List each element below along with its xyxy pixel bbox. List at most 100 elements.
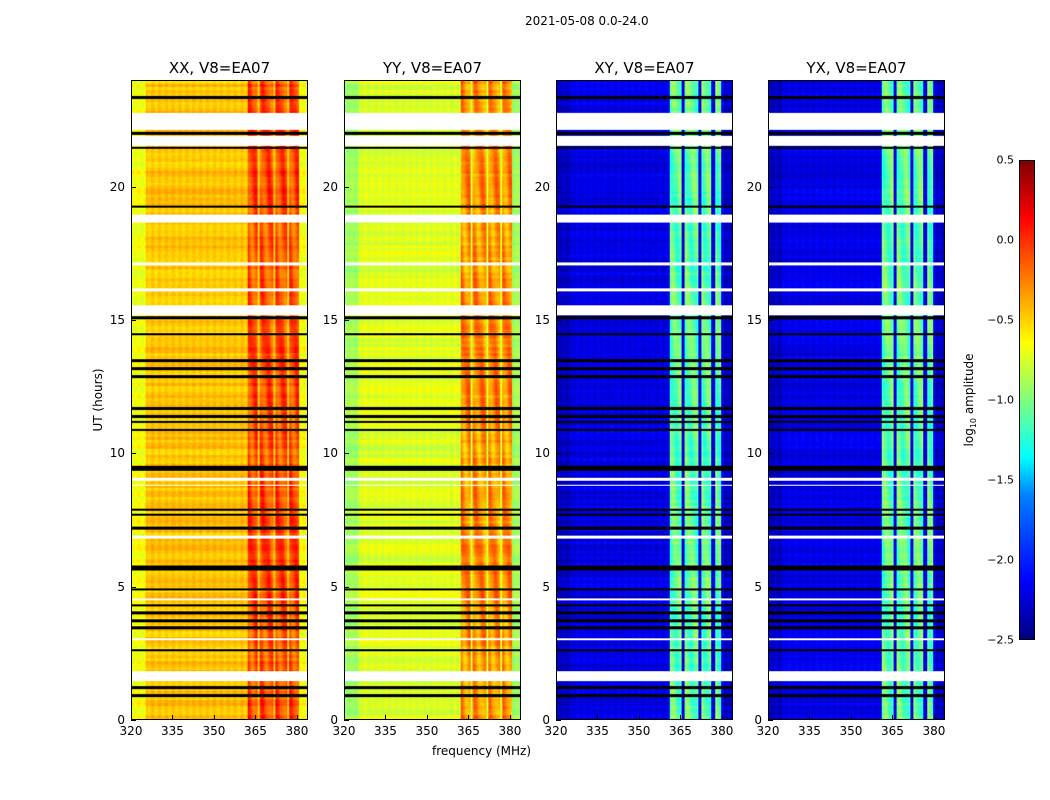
heatmap-panel-yy: [344, 80, 521, 720]
y-tick-mark: [344, 320, 349, 321]
suptitle: 2021-05-08 0.0-24.0: [525, 14, 649, 28]
x-tick-mark: [344, 715, 345, 720]
x-tick-mark: [850, 715, 852, 720]
x-tick-mark: [721, 715, 723, 720]
x-tick-mark: [385, 715, 387, 720]
colorbar-tick-label: 0.0: [996, 233, 1015, 247]
y-tick-mark: [344, 186, 349, 188]
colorbar: [1019, 160, 1035, 640]
heatmap-cells: [557, 81, 732, 719]
colorbar-tick-label: −0.5: [987, 313, 1014, 327]
heatmap-panel-yx: [768, 80, 945, 720]
heatmap-cells: [132, 81, 307, 719]
x-tick-mark: [296, 715, 298, 720]
x-tick-label: 380: [922, 724, 946, 738]
y-tick-label: 0: [542, 713, 550, 727]
y-tick-label: 0: [117, 713, 125, 727]
x-tick-label: 320: [756, 724, 780, 738]
x-tick-label: 380: [498, 724, 522, 738]
x-tick-mark: [426, 715, 428, 720]
y-tick-label: 5: [542, 579, 550, 594]
y-tick-mark: [768, 453, 773, 455]
y-tick-label: 15: [322, 313, 338, 327]
y-tick-label: 10: [322, 446, 338, 461]
x-tick-mark: [933, 715, 935, 720]
colorbar-label-sub: 10: [969, 417, 979, 429]
x-tick-mark: [638, 715, 640, 720]
panel-title: YY, V8=EA07: [382, 59, 483, 77]
y-tick-mark: [556, 586, 561, 588]
y-tick-label: 5: [330, 579, 338, 594]
x-tick-mark: [255, 715, 257, 720]
x-tick-mark: [556, 715, 557, 720]
y-tick-label: 0: [754, 713, 762, 727]
x-tick-label: 320: [544, 724, 568, 738]
x-tick-mark: [468, 715, 470, 720]
y-tick-label: 5: [117, 579, 125, 594]
x-tick-mark: [213, 715, 215, 720]
y-tick-mark: [131, 720, 136, 721]
colorbar-tick-label: −2.0: [987, 553, 1014, 567]
y-tick-mark: [768, 186, 773, 188]
colorbar-label: log10 amplitude: [962, 354, 978, 447]
y-tick-label: 0: [330, 713, 338, 727]
x-tick-label: 350: [202, 724, 226, 738]
y-tick-label: 15: [534, 313, 550, 327]
x-tick-label: 335: [798, 724, 821, 738]
x-tick-label: 320: [119, 724, 143, 738]
x-tick-label: 380: [710, 724, 734, 738]
y-tick-label: 20: [746, 179, 762, 194]
heatmap-cells: [769, 81, 944, 719]
y-tick-mark: [344, 453, 349, 455]
x-tick-mark: [597, 715, 599, 720]
x-tick-mark: [680, 715, 682, 720]
colorbar-label-main: log: [961, 428, 976, 447]
panel-title: YX, V8=EA07: [806, 59, 907, 77]
y-tick-mark: [344, 586, 349, 588]
panel-title: XY, V8=EA07: [594, 59, 695, 77]
y-tick-label: 20: [534, 179, 550, 194]
x-tick-label: 365: [881, 724, 904, 738]
x-tick-label: 320: [332, 724, 356, 738]
x-axis-label: frequency (MHz): [432, 744, 532, 758]
y-tick-mark: [768, 320, 773, 321]
x-tick-mark: [892, 715, 894, 720]
y-tick-mark: [131, 453, 136, 455]
y-axis-label: UT (hours): [91, 368, 105, 432]
heatmap-panel-xy: [556, 80, 733, 720]
y-tick-mark: [131, 320, 136, 321]
heatmap-panel-xx: [131, 80, 308, 720]
y-tick-label: 10: [746, 446, 762, 461]
y-tick-mark: [768, 586, 773, 588]
y-tick-label: 10: [109, 446, 125, 461]
y-tick-mark: [556, 320, 561, 321]
x-tick-mark: [509, 715, 511, 720]
x-tick-label: 335: [374, 724, 397, 738]
y-tick-label: 5: [754, 579, 762, 594]
y-tick-mark: [556, 186, 561, 188]
x-tick-label: 365: [244, 724, 267, 738]
y-tick-mark: [768, 720, 773, 721]
x-tick-label: 350: [839, 724, 863, 738]
x-tick-label: 350: [415, 724, 439, 738]
y-tick-mark: [344, 720, 349, 721]
x-tick-mark: [809, 715, 811, 720]
x-tick-mark: [768, 715, 769, 720]
x-tick-label: 380: [285, 724, 309, 738]
colorbar-tick-label: 0.5: [996, 153, 1015, 167]
colorbar-tick-label: −2.5: [987, 633, 1014, 647]
x-tick-mark: [172, 715, 174, 720]
y-tick-label: 20: [109, 179, 125, 194]
y-tick-label: 20: [322, 179, 338, 194]
colorbar-tick-label: −1.0: [987, 393, 1014, 407]
x-tick-label: 350: [627, 724, 651, 738]
y-tick-mark: [556, 453, 561, 455]
x-tick-label: 365: [669, 724, 692, 738]
x-tick-mark: [131, 715, 132, 720]
x-tick-label: 335: [586, 724, 609, 738]
x-tick-label: 335: [161, 724, 184, 738]
panel-title: XX, V8=EA07: [168, 59, 271, 77]
y-tick-label: 10: [534, 446, 550, 461]
y-tick-label: 15: [109, 313, 125, 327]
